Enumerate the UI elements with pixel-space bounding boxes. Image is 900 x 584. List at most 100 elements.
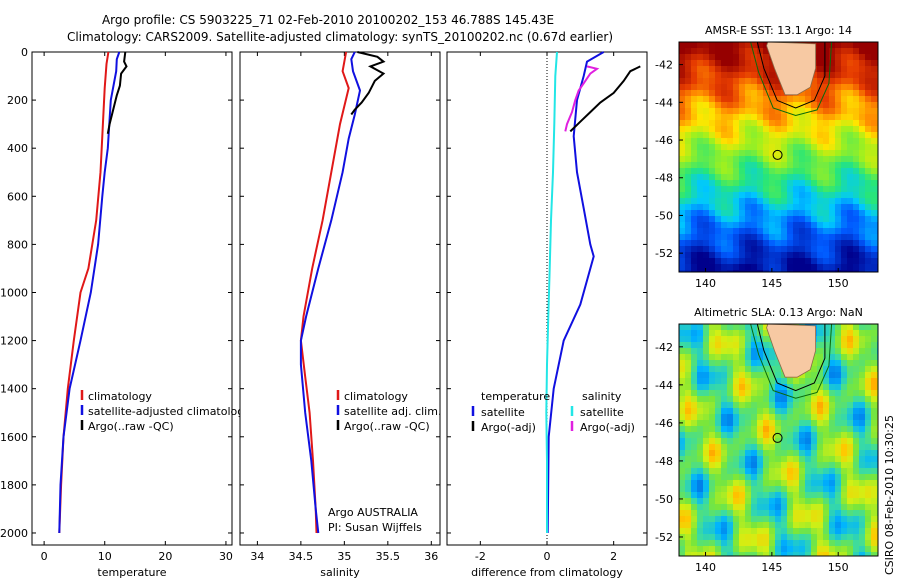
map-cell: [709, 330, 715, 336]
map-cell: [703, 462, 709, 468]
map-cell: [769, 204, 775, 210]
map-cell: [841, 510, 847, 516]
map-cell: [685, 108, 691, 114]
map-cell: [817, 60, 823, 66]
map-cell: [691, 336, 697, 342]
map-cell: [847, 150, 853, 156]
map-cell: [823, 474, 829, 480]
map-cell: [841, 126, 847, 132]
map-cell: [697, 234, 703, 240]
map-cell: [841, 108, 847, 114]
map-cell: [781, 180, 787, 186]
map-cell: [745, 204, 751, 210]
map-cell: [763, 258, 769, 264]
map-cell: [709, 504, 715, 510]
map-cell: [733, 66, 739, 72]
map-cell: [733, 528, 739, 534]
map-cell: [829, 102, 835, 108]
map-cell: [739, 474, 745, 480]
argo-location-marker: [772, 432, 783, 443]
map-cell: [847, 468, 853, 474]
map-cell: [709, 420, 715, 426]
map-cell: [841, 66, 847, 72]
map-cell: [823, 120, 829, 126]
map-cell: [847, 186, 853, 192]
map-cell: [793, 534, 799, 540]
map-cell: [829, 186, 835, 192]
map-cell: [697, 204, 703, 210]
map-cell: [817, 258, 823, 264]
map-cell: [727, 390, 733, 396]
map-cell: [871, 486, 877, 492]
map-cell: [787, 414, 793, 420]
map-cell: [751, 150, 757, 156]
map-cell: [727, 480, 733, 486]
map-cell: [679, 372, 685, 378]
map-cell: [727, 366, 733, 372]
figure-title-line2: Climatology: CARS2009. Satellite-adjuste…: [67, 30, 613, 44]
map-cell: [703, 414, 709, 420]
map-cell: [781, 408, 787, 414]
map-cell: [829, 162, 835, 168]
map-cell: [817, 534, 823, 540]
map-cell: [871, 216, 877, 222]
map-cell: [703, 246, 709, 252]
map-cell: [787, 444, 793, 450]
map-cell: [823, 174, 829, 180]
map-cell: [769, 234, 775, 240]
map-cell: [679, 360, 685, 366]
map-cell: [823, 270, 829, 272]
map-cell: [841, 492, 847, 498]
map-cell: [757, 228, 763, 234]
map-cell: [787, 150, 793, 156]
map-cell: [853, 48, 859, 54]
map-cell: [835, 360, 841, 366]
map-cell: [799, 96, 805, 102]
map-cell: [787, 390, 793, 396]
map-cell: [835, 384, 841, 390]
map-cell: [829, 492, 835, 498]
map-cell: [691, 108, 697, 114]
map-cell: [859, 438, 865, 444]
map-cell: [745, 396, 751, 402]
map-cell: [775, 432, 781, 438]
map-cell: [727, 426, 733, 432]
map-cell: [871, 462, 877, 468]
map-cell: [823, 540, 829, 546]
map-cell: [691, 450, 697, 456]
map-cell: [775, 258, 781, 264]
map-cell: [799, 132, 805, 138]
map-cell: [745, 84, 751, 90]
map-cell: [691, 210, 697, 216]
map-cell: [703, 390, 709, 396]
map-cell: [721, 390, 727, 396]
map-cell: [685, 168, 691, 174]
map-cell: [835, 132, 841, 138]
map-cell: [715, 126, 721, 132]
map-cell: [739, 204, 745, 210]
map-cell: [685, 198, 691, 204]
map-cell: [859, 120, 865, 126]
map-cell: [691, 468, 697, 474]
map-cell: [691, 444, 697, 450]
map-cell: [835, 390, 841, 396]
map-cell: [829, 510, 835, 516]
map-cell: [871, 444, 877, 450]
map-cell: [751, 66, 757, 72]
map-cell: [865, 516, 871, 522]
map-cell: [841, 330, 847, 336]
map-cell: [745, 216, 751, 222]
map-cell: [751, 120, 757, 126]
x-tick-label: 34: [250, 550, 264, 563]
map-cell: [715, 486, 721, 492]
map-cell: [823, 150, 829, 156]
map-cell: [811, 540, 817, 546]
map-cell: [835, 324, 841, 330]
map-cell: [679, 384, 685, 390]
map-cell: [685, 486, 691, 492]
map-cell: [847, 234, 853, 240]
map-cell: [781, 474, 787, 480]
map-cell: [847, 420, 853, 426]
map-cell: [733, 270, 739, 272]
map-cell: [829, 552, 835, 556]
